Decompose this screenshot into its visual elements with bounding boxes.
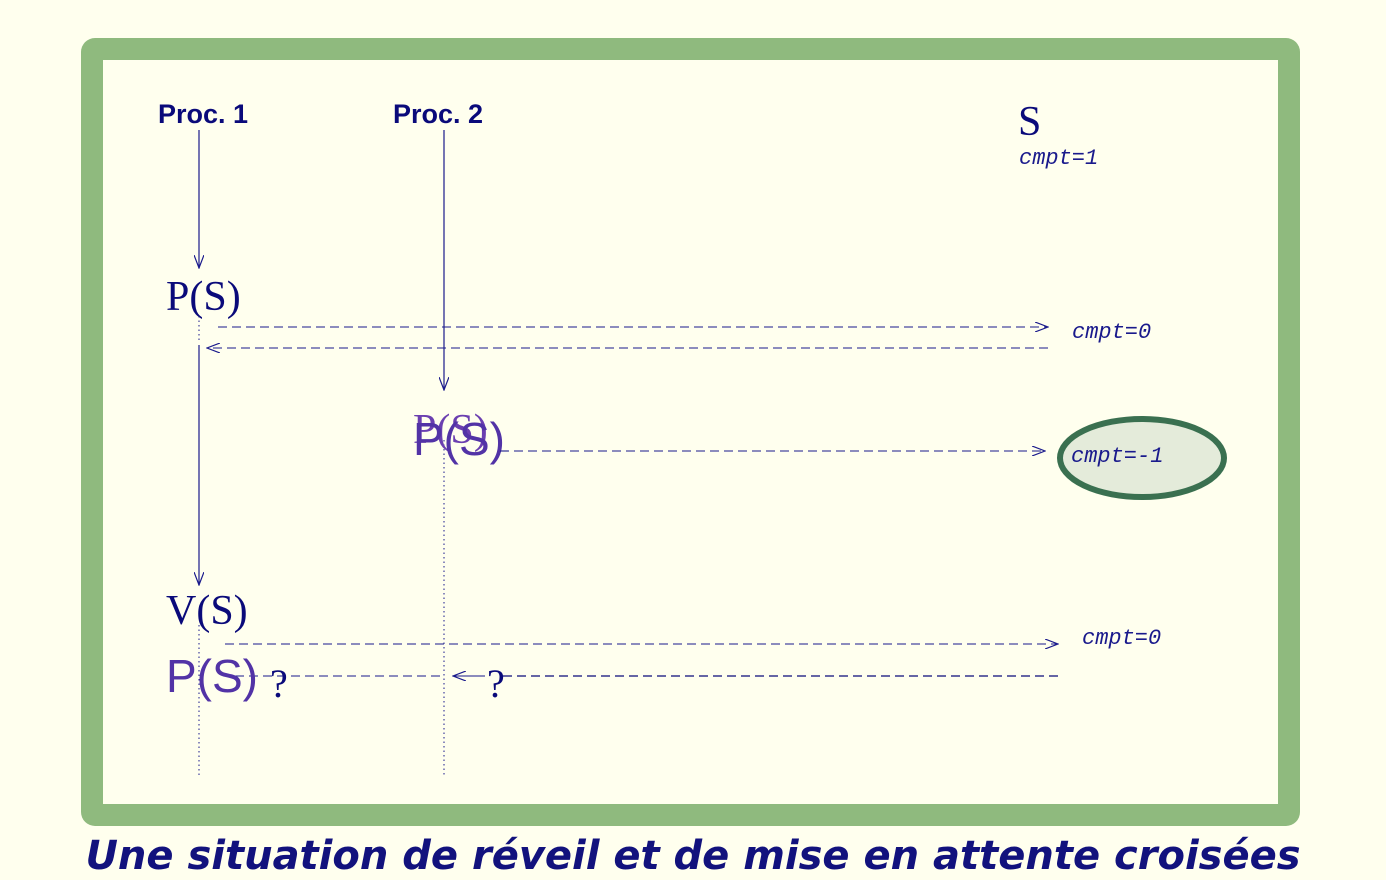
proc1-label: Proc. 1 — [158, 99, 248, 129]
op-p2-acquire-sans: P(S) — [413, 413, 505, 465]
op-p1-release: V(S) — [166, 588, 248, 634]
initial-counter: cmpt=1 — [1019, 146, 1098, 171]
counter-after-p2: cmpt=-1 — [1071, 444, 1163, 469]
highlight-ellipse — [1057, 416, 1227, 500]
op-p1-acquire: P(S) — [166, 274, 241, 320]
op-p2-acquire-serif: P(S) — [413, 407, 488, 453]
proc2-label: Proc. 2 — [393, 99, 483, 129]
question-mark-p2: ? — [487, 661, 505, 706]
caption: Une situation de réveil et de mise en at… — [85, 833, 1301, 879]
counter-after-p1: cmpt=0 — [1072, 320, 1151, 345]
counter-after-release: cmpt=0 — [1082, 626, 1161, 651]
semaphore-diagram: Proc. 1 Proc. 2 S cmpt=1 P(S) cmpt=0 P(S… — [158, 99, 1227, 775]
op-p1-retry: P(S) — [166, 650, 258, 702]
question-mark-p1: ? — [270, 661, 288, 706]
semaphore-name: S — [1018, 99, 1041, 145]
